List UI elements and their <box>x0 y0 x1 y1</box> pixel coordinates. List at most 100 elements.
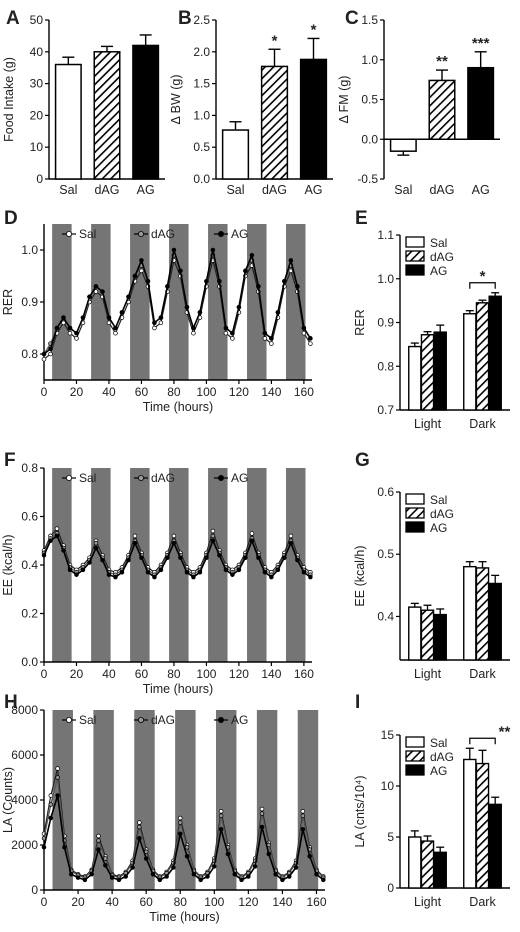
y-tick-label: 0.8 <box>21 347 38 361</box>
data-point <box>67 325 73 331</box>
data-point <box>137 835 142 841</box>
data-point <box>150 871 156 877</box>
data-point <box>236 304 242 310</box>
data-point <box>113 325 118 331</box>
data-point <box>218 826 224 832</box>
data-point <box>249 538 255 543</box>
legend-marker <box>137 230 144 237</box>
data-point <box>143 856 149 861</box>
data-point <box>262 570 268 575</box>
data-point <box>48 802 54 807</box>
data-point <box>266 851 272 857</box>
data-point <box>54 526 60 531</box>
data-point <box>300 808 306 814</box>
data-point <box>293 865 299 870</box>
data-point <box>204 278 209 284</box>
y-tick-label: 1.0 <box>21 243 38 257</box>
dark-phase-band <box>216 710 237 890</box>
x-tick-label: 80 <box>167 667 181 681</box>
data-point <box>137 820 142 825</box>
data-point <box>158 567 164 573</box>
dark-phase-band <box>130 468 150 662</box>
data-point <box>41 553 47 558</box>
y-tick-label: 1.5 <box>361 13 378 27</box>
data-point <box>269 336 274 341</box>
data-point <box>300 826 306 832</box>
data-point <box>225 851 231 857</box>
data-point <box>230 572 235 577</box>
data-point <box>93 540 99 546</box>
x-category-label: dAG <box>429 183 454 197</box>
y-tick-label: 0.7 <box>377 403 394 417</box>
data-point <box>55 793 60 798</box>
legend-swatch <box>405 521 425 533</box>
data-point <box>262 330 268 336</box>
data-point <box>93 289 99 294</box>
significance-mark: * <box>311 21 317 38</box>
bar-ag-dark <box>488 803 502 889</box>
x-tick-label: 100 <box>196 385 216 399</box>
y-axis-label: EE (kcal/h) <box>353 545 367 606</box>
dark-phase-band <box>286 468 306 662</box>
data-point <box>130 865 135 870</box>
data-point <box>132 273 138 279</box>
panel-letter-e: E <box>355 208 368 229</box>
x-category-label: dAG <box>262 183 287 197</box>
dark-phase-band <box>247 468 267 662</box>
y-tick-label: 0 <box>36 172 43 186</box>
x-tick-label: 100 <box>196 667 216 681</box>
bar-sal-light <box>408 606 422 661</box>
y-tick-label: 1.0 <box>193 108 210 122</box>
significance-mark: * <box>272 32 278 49</box>
legend-marker <box>137 474 144 481</box>
bar-dag <box>93 51 121 180</box>
y-tick-label: 1.0 <box>377 272 394 286</box>
x-category-label: Sal <box>226 183 244 197</box>
y-axis-label: LA (Counts) <box>1 767 15 833</box>
data-point <box>164 874 169 879</box>
dark-phase-band <box>91 224 111 380</box>
x-tick-label: 20 <box>70 667 84 681</box>
significance-bracket <box>469 282 496 289</box>
data-point <box>301 570 307 575</box>
dark-phase-band <box>91 468 111 662</box>
x-tick-label: 140 <box>261 667 281 681</box>
legend-swatch <box>405 236 425 248</box>
data-point <box>41 351 47 357</box>
legend-marker <box>137 717 144 724</box>
x-tick-label: 20 <box>70 385 84 399</box>
y-tick-label: 0.9 <box>377 316 394 330</box>
data-point <box>212 864 217 869</box>
data-point <box>171 540 177 546</box>
data-point <box>184 853 190 859</box>
legend-marker <box>66 230 73 237</box>
data-point <box>286 874 292 879</box>
data-point <box>96 847 101 852</box>
data-point <box>132 540 138 546</box>
y-tick-label: 20 <box>30 108 44 122</box>
data-point <box>158 320 164 326</box>
y-tick-label: 0 <box>31 883 38 897</box>
y-tick-label: 1.0 <box>361 53 378 67</box>
data-point <box>243 268 248 274</box>
data-point <box>93 284 99 289</box>
data-point <box>93 545 99 551</box>
data-point <box>55 775 60 780</box>
bar-dag <box>428 79 456 140</box>
data-point <box>275 567 281 573</box>
panel-a: 0 10 20 30 40 50 Food Intake (g) Sal dAG AG <box>2 13 165 197</box>
bar-sal-light <box>408 836 422 889</box>
data-point <box>230 336 235 341</box>
data-point <box>223 330 229 336</box>
data-point <box>239 877 244 883</box>
x-category-label: AG <box>472 183 490 197</box>
x-axis-label: Time (hours) <box>143 400 213 414</box>
y-tick-label: 5 <box>387 830 394 844</box>
data-point <box>139 555 144 560</box>
data-point <box>269 574 274 580</box>
y-tick-label: 0.9 <box>21 295 38 309</box>
data-point <box>295 557 300 563</box>
data-point <box>82 877 88 883</box>
legend-marker <box>217 474 224 481</box>
